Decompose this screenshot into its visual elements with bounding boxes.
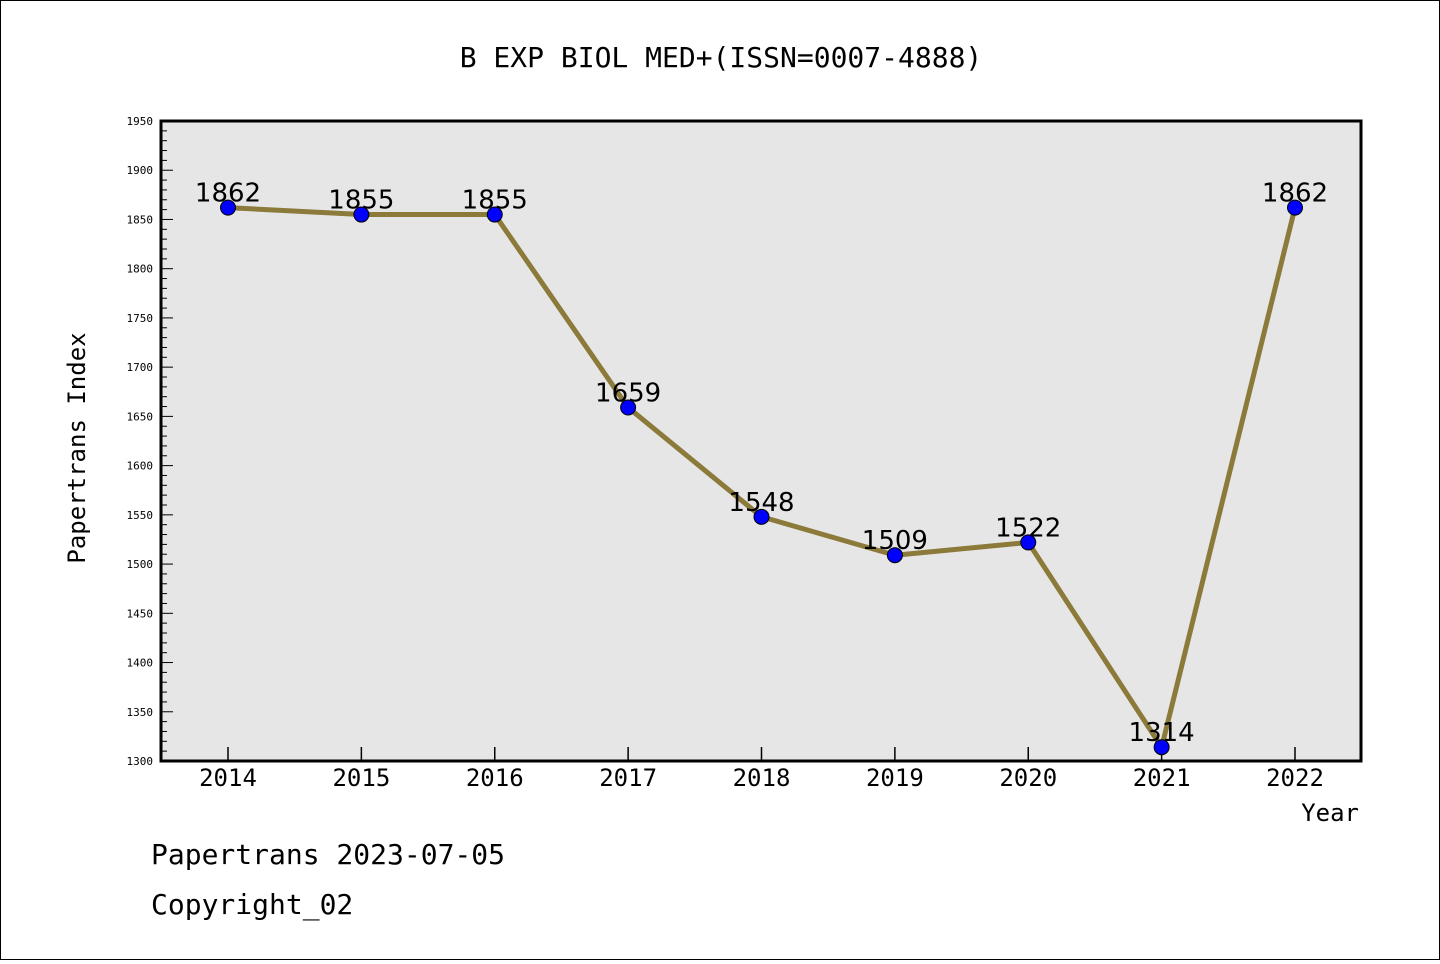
y-tick-label: 1900: [127, 164, 154, 177]
y-tick-label: 1600: [127, 460, 154, 473]
data-labels: 1862 1855 1855 1659 1548 1509 1522 1314 1862: [195, 179, 1328, 749]
x-tick-label: 2015: [332, 764, 390, 792]
x-tick-label: 2022: [1266, 764, 1324, 792]
data-point: [220, 199, 236, 216]
data-label: 1548: [728, 488, 794, 518]
x-tick-label: 2018: [733, 764, 791, 792]
x-axis: 2014 2015 2016 2017 2018 2019 2020 2021 2022: [199, 747, 1324, 792]
data-label: 1509: [862, 526, 928, 556]
y-tick-label: 1800: [127, 263, 154, 276]
x-tick-label: 2014: [199, 764, 257, 792]
y-tick-label: 1700: [127, 361, 154, 374]
footer-date: Papertrans 2023-07-05: [151, 838, 505, 871]
data-label: 1659: [595, 379, 661, 409]
data-label: 1314: [1129, 718, 1195, 748]
y-tick-label: 1650: [127, 410, 154, 423]
series-papertrans-index: [220, 199, 1303, 756]
data-point: [353, 206, 370, 223]
y-tick-label: 1450: [127, 607, 154, 620]
y-tick-label: 1950: [127, 115, 154, 128]
x-axis-title: Year: [1301, 799, 1359, 827]
y-tick-label: 1850: [127, 213, 154, 226]
y-tick-label: 1550: [127, 509, 154, 522]
data-point: [753, 508, 770, 525]
x-tick-label: 2016: [466, 764, 524, 792]
footer-copyright: Copyright_02: [151, 888, 353, 922]
x-tick-label: 2019: [866, 764, 924, 792]
data-label: 1862: [1262, 179, 1328, 209]
data-point: [620, 399, 637, 416]
data-label: 1522: [995, 513, 1061, 543]
data-point: [1153, 739, 1170, 756]
x-tick-label: 2017: [599, 764, 657, 792]
data-point: [1287, 199, 1303, 216]
data-label: 1855: [328, 186, 394, 216]
data-label: 1855: [462, 186, 528, 216]
data-point: [886, 547, 903, 564]
data-point: [486, 206, 503, 223]
y-axis: 1300 1350 1400 1450 1500 1550 1600 1650 1700 1750…: [127, 115, 173, 768]
y-axis-title: Papertrans Index: [63, 332, 91, 563]
y-tick-label: 1300: [127, 755, 154, 768]
y-tick-label: 1350: [127, 706, 154, 719]
y-tick-label: 1500: [127, 558, 154, 571]
y-tick-label: 1750: [127, 312, 154, 325]
x-tick-label: 2020: [999, 764, 1057, 792]
x-tick-label: 2021: [1133, 764, 1191, 792]
data-label: 1862: [195, 179, 261, 209]
y-tick-label: 1400: [127, 657, 154, 670]
data-point: [1020, 534, 1037, 551]
plot-area: [159, 119, 1363, 763]
chart-title: B EXP BIOL MED+(ISSN=0007-4888): [460, 41, 983, 74]
